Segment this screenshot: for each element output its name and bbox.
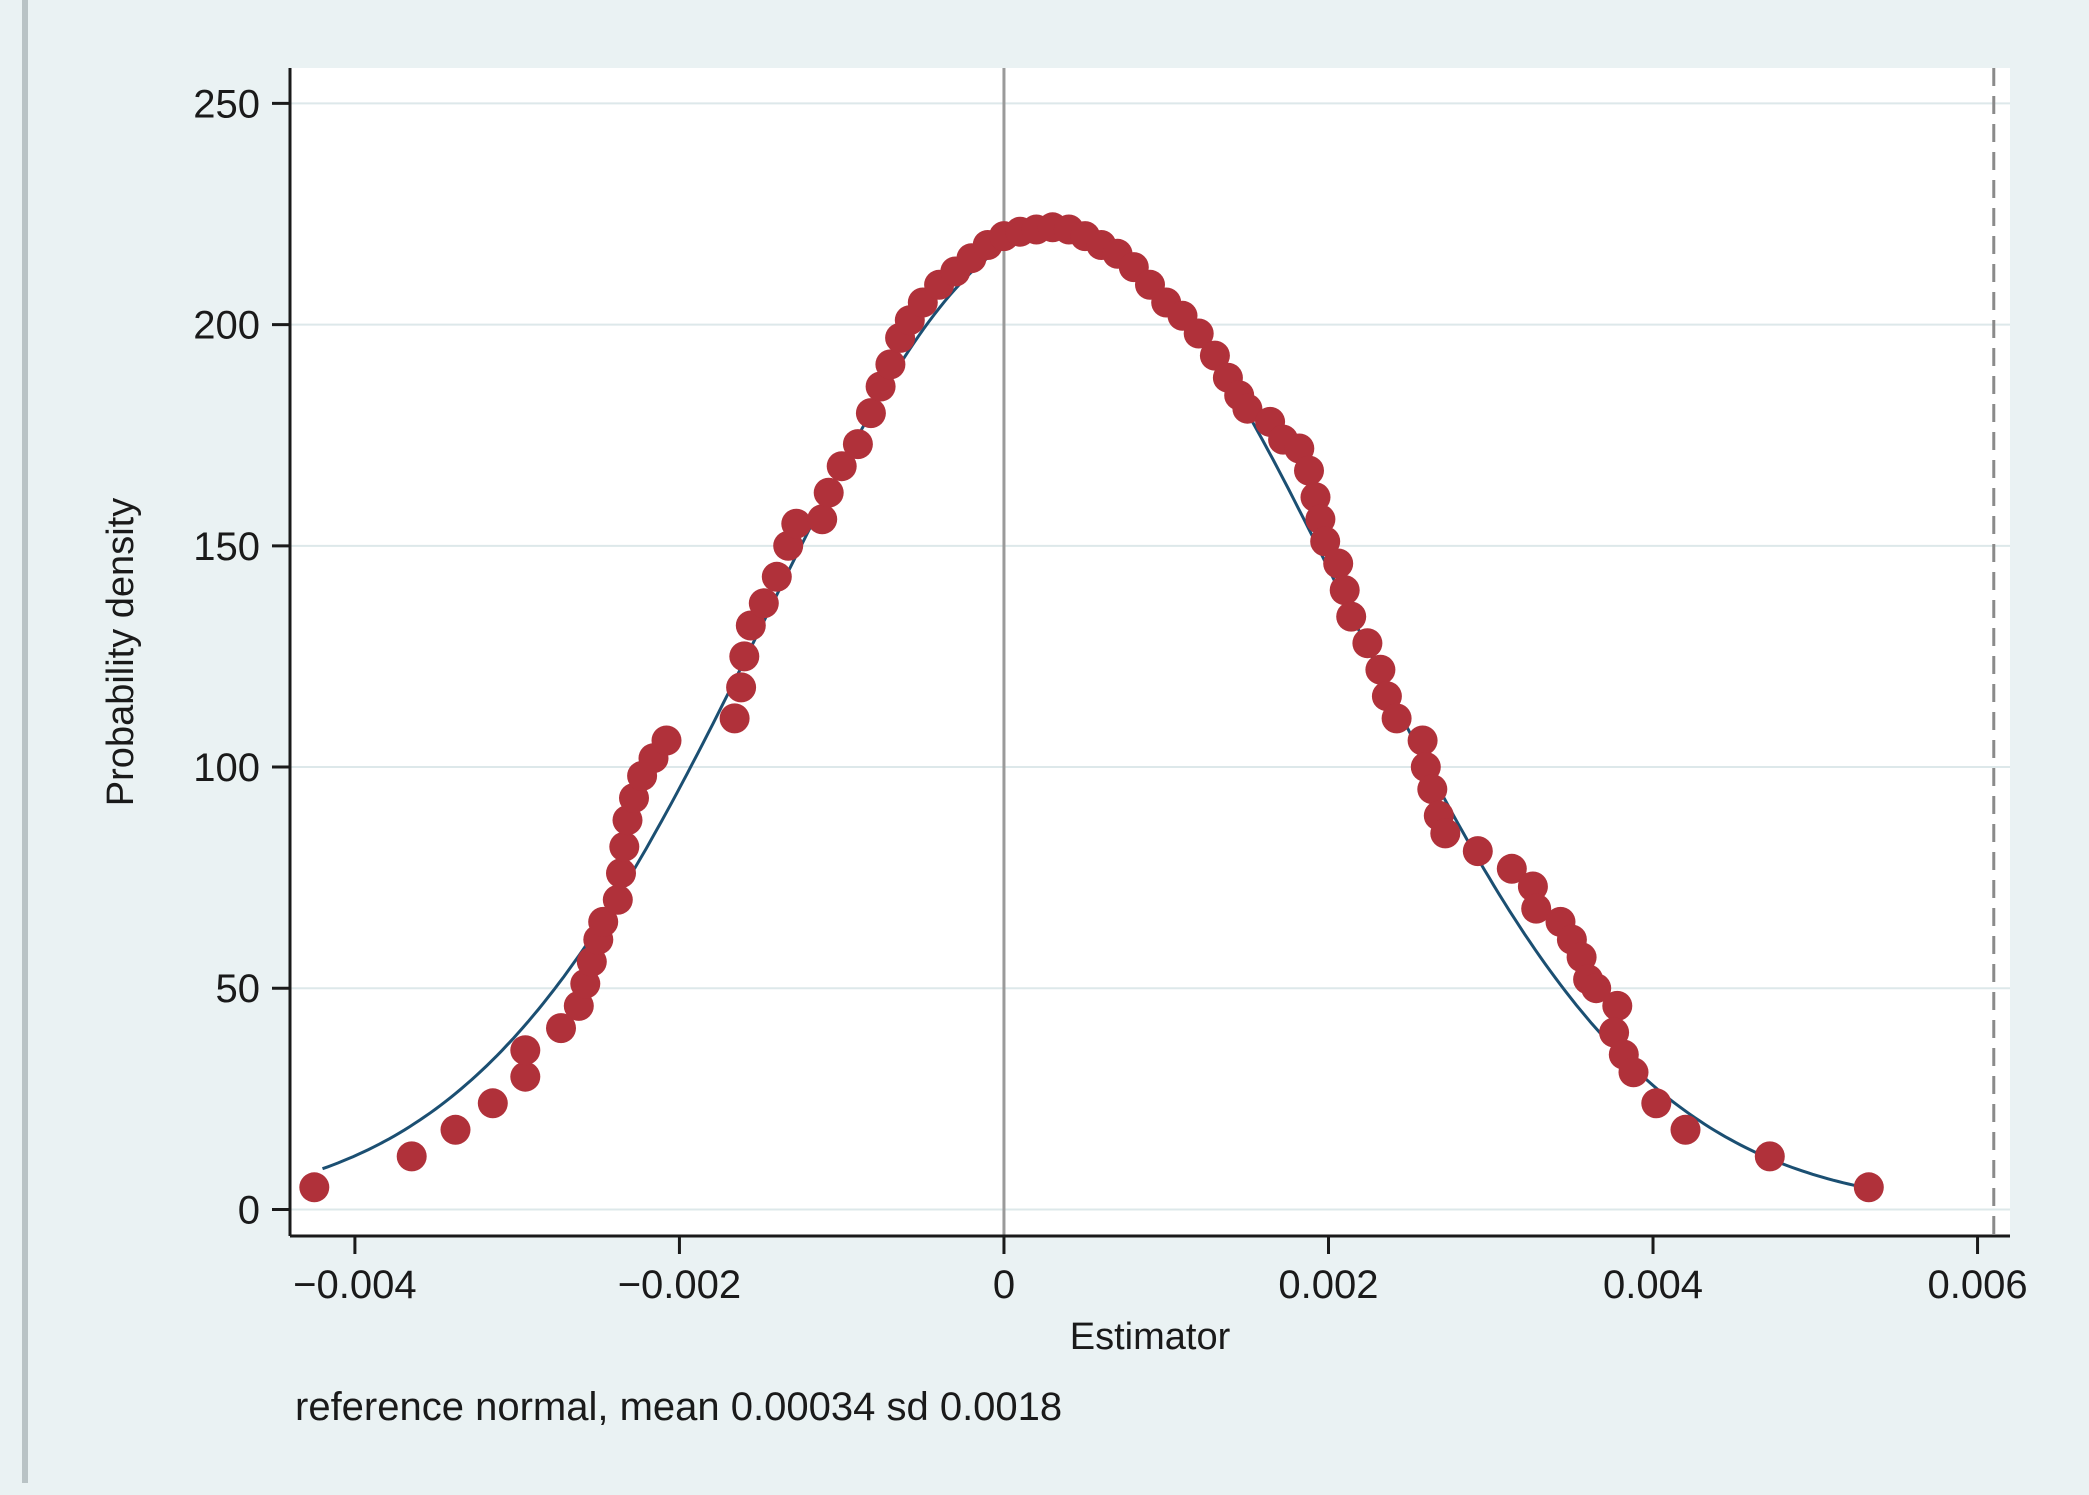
- density-point-65: [1310, 526, 1341, 557]
- x-tick-label-0: −0.004: [293, 1263, 416, 1307]
- density-point-31: [842, 429, 873, 460]
- density-point-0: [299, 1172, 330, 1203]
- density-point-78: [1462, 836, 1493, 867]
- density-point-12: [602, 884, 633, 915]
- density-point-68: [1336, 601, 1367, 632]
- reference-lines: [1002, 68, 1996, 1236]
- density-point-13: [606, 858, 636, 889]
- density-point-81: [1521, 893, 1552, 924]
- density-point-79: [1496, 853, 1527, 884]
- density-point-87: [1602, 990, 1633, 1021]
- density-point-91: [1641, 1088, 1672, 1119]
- density-point-92: [1670, 1114, 1701, 1145]
- density-point-1: [396, 1141, 427, 1172]
- y-tick-label-2: 100: [193, 746, 260, 790]
- density-point-70: [1365, 654, 1396, 685]
- density-point-58: [1232, 393, 1263, 424]
- density-point-24: [748, 588, 779, 619]
- density-point-90: [1618, 1057, 1649, 1088]
- y-tick-label-0: 0: [238, 1188, 260, 1232]
- density-point-23: [735, 610, 766, 641]
- tick-labels: 0 50 100 150 200 250 −0.004 −0.002 0 0.002 0.004 0.…: [193, 82, 2027, 1307]
- density-point-11: [588, 906, 619, 937]
- x-tick-label-2: 0: [993, 1263, 1015, 1307]
- x-axis-title: Estimator: [1070, 1316, 1231, 1358]
- density-point-75: [1417, 774, 1448, 805]
- density-point-54: [1183, 318, 1214, 349]
- density-point-19: [651, 725, 682, 756]
- y-tick-label-3: 150: [193, 525, 260, 569]
- density-point-3: [477, 1088, 508, 1119]
- density-point-27: [781, 508, 812, 539]
- density-point-72: [1381, 703, 1412, 734]
- density-point-94: [1853, 1172, 1884, 1203]
- density-point-69: [1352, 628, 1383, 659]
- density-point-62: [1294, 455, 1324, 486]
- density-point-66: [1323, 548, 1354, 579]
- density-point-34: [875, 349, 906, 380]
- x-tick-label-1: −0.002: [618, 1263, 741, 1307]
- left-border-rule: [22, 0, 28, 1483]
- y-axis-title: Probability density: [100, 498, 142, 806]
- density-point-30: [826, 451, 857, 482]
- y-tick-label-4: 200: [193, 304, 260, 348]
- density-point-21: [726, 672, 757, 703]
- density-points: [299, 212, 1884, 1203]
- density-point-14: [609, 831, 640, 862]
- density-point-67: [1329, 575, 1360, 606]
- x-tick-label-5: 0.006: [1927, 1263, 2027, 1307]
- density-point-28: [807, 504, 838, 535]
- density-point-5: [510, 1035, 541, 1066]
- density-point-80: [1517, 871, 1548, 902]
- density-point-6: [546, 1013, 576, 1044]
- plot-area: [290, 68, 2010, 1236]
- density-point-20: [719, 703, 750, 734]
- x-tick-label-3: 0.002: [1278, 1263, 1378, 1307]
- density-point-22: [729, 641, 760, 672]
- y-tick-label-1: 50: [216, 967, 261, 1011]
- density-point-73: [1407, 725, 1438, 756]
- y-tick-label-5: 250: [193, 82, 260, 126]
- density-point-25: [761, 561, 792, 592]
- density-point-86: [1581, 973, 1612, 1004]
- density-point-77: [1430, 818, 1461, 849]
- reference-normal-note: reference normal, mean 0.00034 sd 0.0018: [295, 1385, 1062, 1429]
- density-point-29: [813, 477, 844, 508]
- axes: [272, 68, 2010, 1254]
- density-point-32: [855, 398, 886, 429]
- density-point-55: [1199, 340, 1230, 371]
- x-tick-label-4: 0.004: [1603, 1263, 1703, 1307]
- density-point-4: [510, 1061, 541, 1092]
- density-point-2: [440, 1114, 471, 1145]
- density-point-93: [1754, 1141, 1785, 1172]
